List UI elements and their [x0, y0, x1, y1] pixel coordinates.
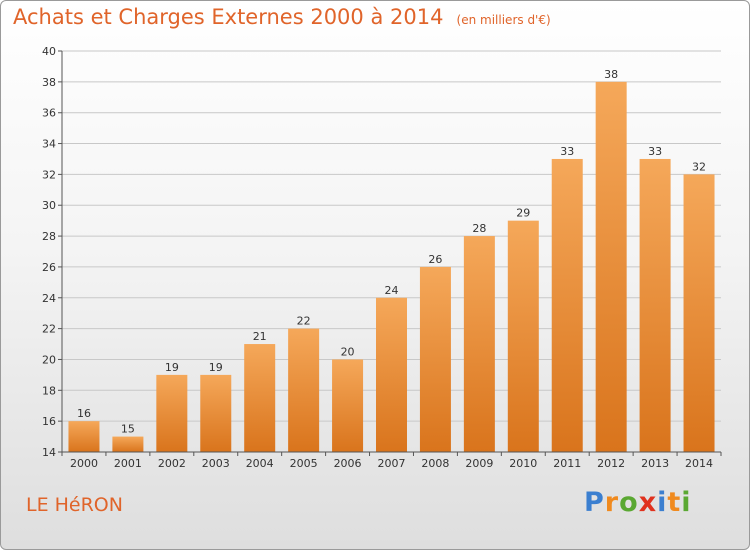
bar-value-label: 33: [560, 145, 574, 158]
bar-value-label: 16: [77, 407, 91, 420]
x-tick-label: 2013: [641, 457, 669, 470]
bar: [156, 374, 188, 452]
x-tick-label: 2009: [465, 457, 493, 470]
x-tick-label: 2000: [70, 457, 98, 470]
title-row: Achats et Charges Externes 2000 à 2014 (…: [13, 5, 551, 29]
y-tick-label: 36: [42, 107, 56, 120]
y-tick-label: 26: [42, 261, 56, 274]
x-tick-label: 2014: [685, 457, 713, 470]
bar-value-label: 38: [604, 68, 618, 81]
chart-subtitle: (en milliers d'€): [456, 13, 551, 27]
proxiti-logo: Proxiti: [584, 487, 692, 518]
y-tick-label: 24: [42, 292, 56, 305]
bar: [639, 158, 671, 452]
y-tick-label: 34: [42, 138, 56, 151]
logo-letter: i: [657, 487, 668, 518]
x-tick-label: 2008: [421, 457, 449, 470]
bars: [68, 81, 715, 452]
bar-value-label: 32: [692, 160, 706, 173]
place-name: LE HéRON: [26, 494, 123, 516]
logo-letter: P: [584, 487, 605, 518]
bar: [551, 158, 583, 452]
logo-letter: t: [667, 487, 682, 518]
y-tick-label: 38: [42, 76, 56, 89]
bar: [507, 220, 539, 452]
logo-letter: o: [619, 487, 639, 518]
x-tick-label: 2002: [158, 457, 186, 470]
y-tick-label: 28: [42, 230, 56, 243]
chart-title: Achats et Charges Externes 2000 à 2014: [13, 5, 444, 29]
x-tick-label: 2006: [334, 457, 362, 470]
logo-letter: i: [681, 487, 692, 518]
bar-value-label: 33: [648, 145, 662, 158]
bar: [419, 266, 451, 452]
x-tick-label: 2003: [202, 457, 230, 470]
bar: [200, 374, 232, 452]
logo-letter: r: [604, 487, 620, 518]
bar-value-label: 29: [516, 207, 530, 220]
labels: 14 16 18 20 22 24 26 28 30 32 34 36 38 40 16 2000 15 2001…: [42, 45, 713, 470]
bar: [595, 81, 627, 452]
bar-value-label: 26: [428, 253, 442, 266]
logo-letter: x: [638, 487, 658, 518]
bar: [683, 174, 715, 452]
bar-value-label: 20: [341, 345, 355, 358]
x-tick-label: 2011: [553, 457, 581, 470]
axes: [58, 50, 722, 456]
bar: [332, 359, 364, 452]
bar-value-label: 21: [253, 330, 267, 343]
bar: [244, 344, 276, 452]
bar: [376, 297, 407, 452]
y-tick-label: 32: [42, 168, 56, 181]
bar: [68, 421, 100, 452]
x-tick-label: 2007: [378, 457, 406, 470]
x-tick-label: 2005: [290, 457, 318, 470]
x-tick-label: 2001: [114, 457, 142, 470]
bar-value-label: 19: [209, 361, 223, 374]
bar-value-label: 15: [121, 423, 135, 436]
bar-value-label: 19: [165, 361, 179, 374]
bar: [463, 236, 495, 452]
y-tick-label: 30: [42, 199, 56, 212]
y-tick-label: 22: [42, 323, 56, 336]
x-tick-label: 2004: [246, 457, 274, 470]
y-tick-label: 16: [42, 415, 56, 428]
y-tick-label: 40: [42, 45, 56, 58]
bar: [112, 436, 144, 452]
y-tick-label: 14: [42, 446, 56, 459]
bar-value-label: 28: [472, 222, 486, 235]
y-tick-label: 18: [42, 384, 56, 397]
bar-value-label: 24: [385, 284, 399, 297]
y-tick-label: 20: [42, 353, 56, 366]
bar-value-label: 22: [297, 315, 311, 328]
x-tick-label: 2010: [509, 457, 537, 470]
x-tick-label: 2012: [597, 457, 625, 470]
bar: [288, 328, 320, 452]
